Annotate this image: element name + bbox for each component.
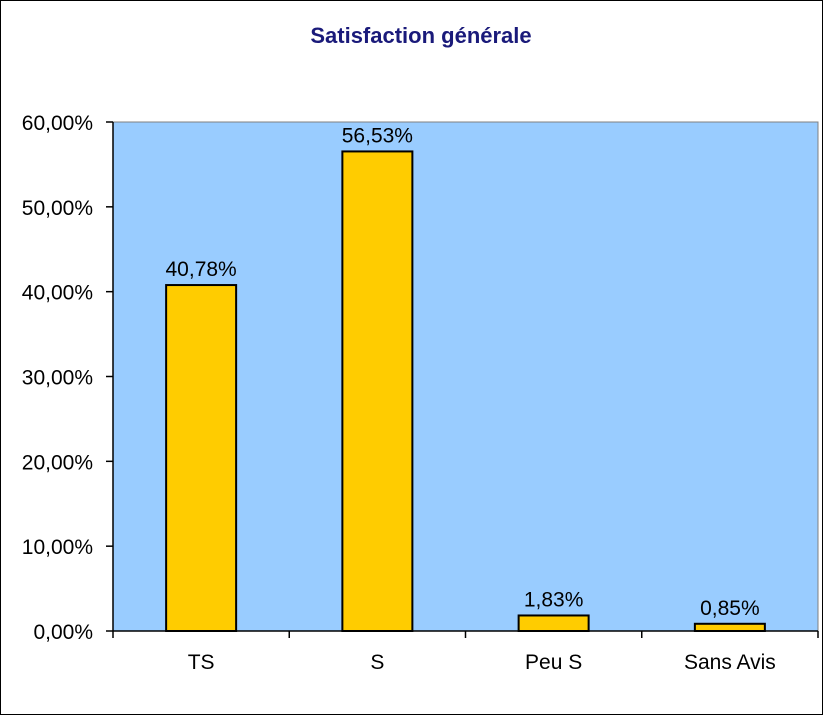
y-axis: 0,00% 10,00% 20,00% 30,00% 40,00% 50,00% 60,00… bbox=[22, 112, 114, 644]
y-tick-label: 0,00% bbox=[33, 621, 93, 644]
category-label: Peu S bbox=[525, 651, 582, 674]
y-tick-label: 50,00% bbox=[22, 197, 93, 220]
bars: 40,78% 56,53% 1,83% 0,85% bbox=[165, 124, 766, 633]
x-axis: TS S Peu S Sans Avis bbox=[112, 630, 819, 674]
y-tick-label: 60,00% bbox=[22, 112, 93, 135]
y-tick-label: 20,00% bbox=[22, 451, 93, 474]
bar bbox=[693, 622, 766, 633]
data-label: 0,85% bbox=[700, 597, 760, 620]
data-label: 56,53% bbox=[342, 124, 413, 147]
category-label: Sans Avis bbox=[684, 651, 776, 674]
bar bbox=[165, 284, 238, 632]
y-tick-label: 40,00% bbox=[22, 282, 93, 305]
y-tick-label: 30,00% bbox=[22, 367, 93, 390]
category-label: S bbox=[370, 651, 384, 674]
category-label: TS bbox=[188, 651, 215, 674]
data-label: 40,78% bbox=[166, 258, 237, 281]
y-tick-label: 10,00% bbox=[22, 536, 93, 559]
bar bbox=[341, 150, 414, 632]
chart-title: Satisfaction générale bbox=[310, 23, 531, 48]
data-label: 1,83% bbox=[524, 588, 584, 611]
bar bbox=[517, 614, 590, 633]
